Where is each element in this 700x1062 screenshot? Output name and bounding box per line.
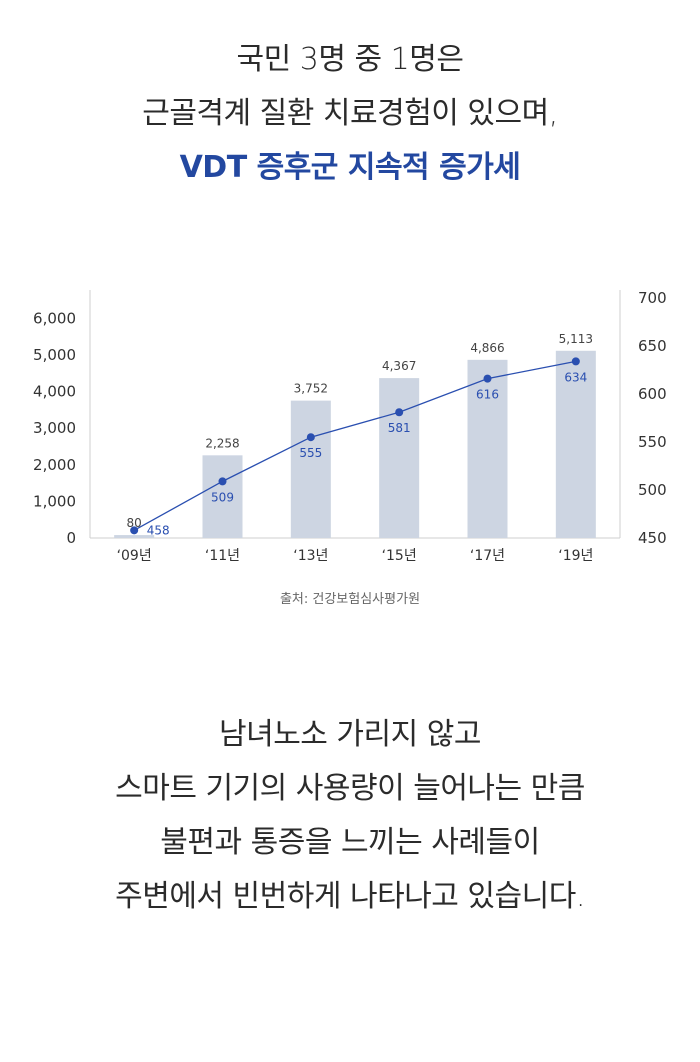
line-point <box>218 477 227 486</box>
bar <box>467 359 508 538</box>
body-text: 남녀노소 가리지 않고 스마트 기기의 사용량이 늘어나는 만큼 불편과 통증을… <box>0 708 700 924</box>
bar-value-label: 4,367 <box>382 359 416 373</box>
line-value-label: 634 <box>564 370 587 384</box>
y-left-tick-label: 5,000 <box>33 346 76 364</box>
body-line-2: 스마트 기기의 사용량이 늘어나는 만큼 <box>115 771 585 806</box>
line-point <box>483 374 492 383</box>
bar-value-label: 5,113 <box>559 332 593 346</box>
headline-accent: VDT 증후군 지속적 증가세 <box>179 150 521 185</box>
x-tick-label: ‘09년 <box>117 548 152 564</box>
line-point <box>571 357 580 366</box>
body-line-3: 불편과 통증을 느끼는 사례들이 <box>160 825 540 860</box>
y-left-tick-label: 3,000 <box>33 419 76 437</box>
x-tick-label: ‘11년 <box>205 548 240 564</box>
x-tick-label: ‘17년 <box>470 548 505 564</box>
line-value-label: 581 <box>388 421 411 435</box>
headline-line-2: 근골격계 질환 치료경험이 있으며, <box>142 96 558 131</box>
bar-value-label: 3,752 <box>294 382 328 396</box>
y-right-tick-label: 550 <box>638 433 667 451</box>
y-left-tick-label: 6,000 <box>33 309 76 327</box>
line-value-label: 458 <box>147 523 170 537</box>
line-point <box>306 433 315 442</box>
y-left-tick-label: 2,000 <box>33 456 76 474</box>
headline-line-1: 국민 3명 중 1명은 <box>236 42 464 77</box>
bar <box>555 350 596 538</box>
line-series <box>133 360 576 531</box>
body-line-1: 남녀노소 가리지 않고 <box>219 717 481 752</box>
bar <box>290 400 331 538</box>
body-line-4: 주변에서 빈번하게 나타나고 있습니다. <box>115 879 585 914</box>
source-note: 출처: 건강보험심사평가원 <box>279 592 421 607</box>
bar <box>114 535 155 538</box>
y-right-tick-label: 650 <box>638 337 667 355</box>
line-value-label: 616 <box>476 388 499 402</box>
line-point <box>130 526 139 535</box>
line-value-label: 509 <box>211 490 234 504</box>
y-right-tick-label: 450 <box>638 529 667 547</box>
y-left-tick-label: 1,000 <box>33 492 76 510</box>
bar-value-label: 4,866 <box>470 341 504 355</box>
bar-value-label: 2,258 <box>205 436 239 450</box>
line-value-label: 555 <box>299 446 322 460</box>
y-right-tick-label: 500 <box>638 481 667 499</box>
y-left-tick-label: 4,000 <box>33 383 76 401</box>
bar <box>379 378 420 538</box>
line-point <box>395 408 404 417</box>
y-left-tick-label: 0 <box>66 529 76 547</box>
y-right-tick-label: 700 <box>638 289 667 307</box>
y-right-tick-label: 600 <box>638 385 667 403</box>
combo-chart: 0 1,000 2,000 3,000 4,000 5,000 6,000 450 500 550… <box>33 289 667 564</box>
headline: 국민 3명 중 1명은 근골격계 질환 치료경험이 있으며, VDT 증후군 지… <box>0 33 700 195</box>
x-tick-label: ‘13년 <box>293 548 328 564</box>
x-tick-label: ‘19년 <box>558 548 593 564</box>
bar <box>202 455 243 538</box>
x-tick-label: ‘15년 <box>382 548 417 564</box>
bar-value-label: 80 <box>127 516 142 530</box>
